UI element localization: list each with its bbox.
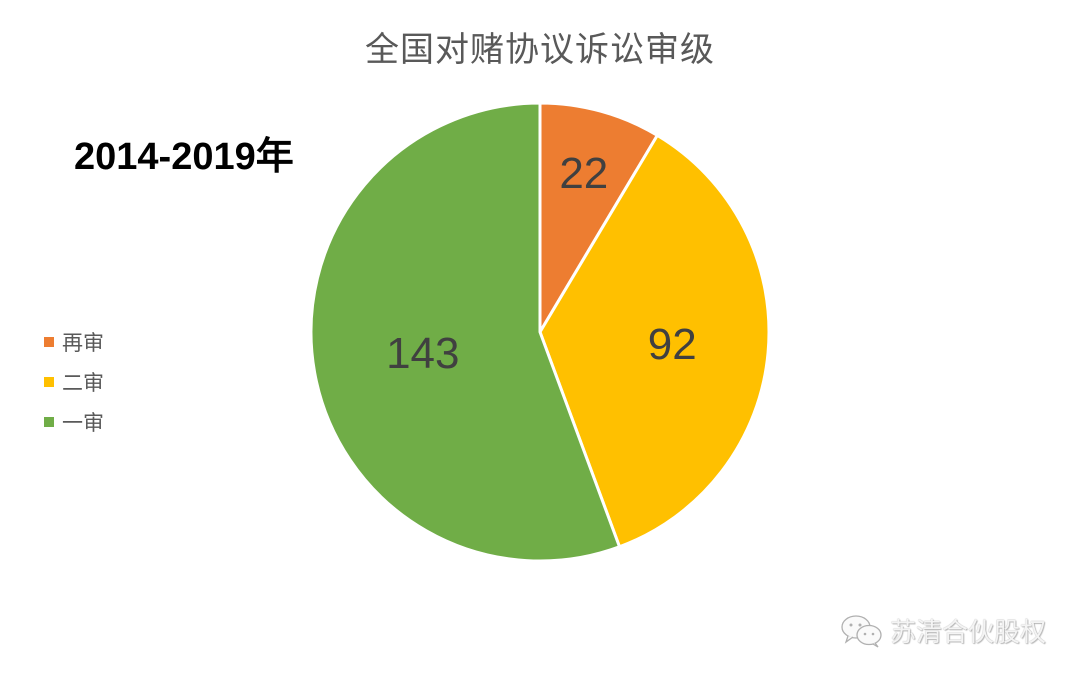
pie-slice-second-instance	[538, 133, 771, 549]
legend-item-first-instance: 一审	[44, 402, 104, 442]
watermark: 苏清合伙股权	[840, 612, 1046, 649]
legend-label: 一审	[62, 412, 104, 435]
pie-slices	[309, 101, 771, 563]
data-label: 143	[386, 329, 459, 378]
watermark-text: 苏清合伙股权	[890, 617, 1047, 647]
legend-swatch-icon	[44, 417, 54, 427]
data-label: 22	[559, 149, 608, 198]
legend-swatch-icon	[44, 377, 54, 387]
pie-slice-retrial	[538, 101, 659, 334]
legend-item-second-instance: 二审	[44, 362, 104, 402]
legend: 再审 二审 一审	[44, 322, 104, 442]
chart-title: 全国对赌协议诉讼审级	[365, 31, 715, 69]
legend-swatch-icon	[44, 337, 54, 347]
wechat-icon	[841, 614, 882, 648]
legend-label: 二审	[62, 372, 104, 395]
legend-label: 再审	[62, 332, 104, 355]
data-label: 92	[648, 320, 697, 369]
pie-slice-first-instance	[309, 101, 621, 563]
legend-item-retrial: 再审	[44, 322, 104, 362]
pie-data-labels: 22 92 143	[386, 149, 697, 378]
chart-subtitle: 2014-2019年	[74, 136, 294, 178]
